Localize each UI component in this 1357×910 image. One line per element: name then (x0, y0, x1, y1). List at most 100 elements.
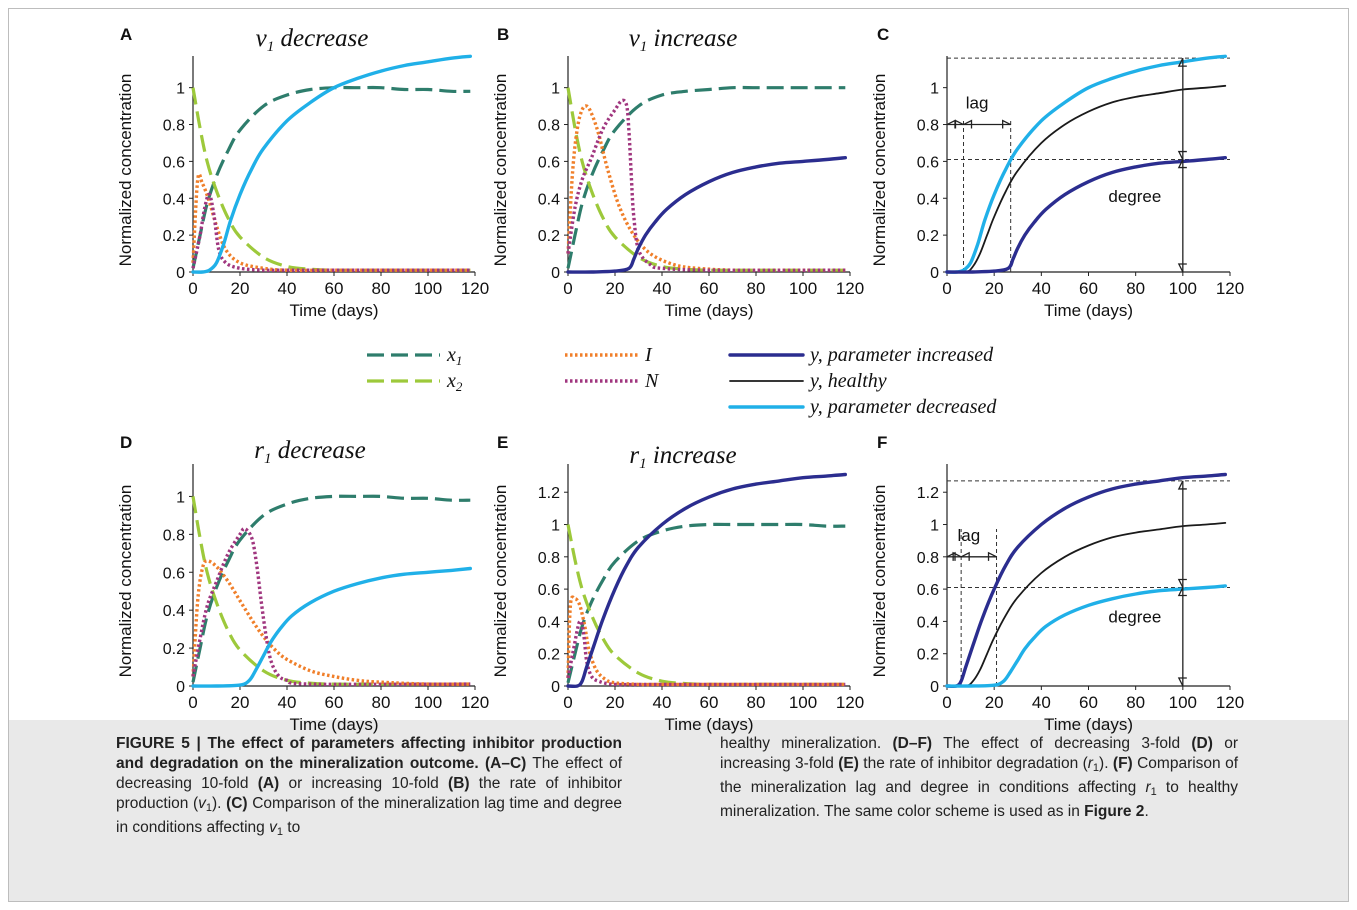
lag-label: lag (957, 526, 980, 545)
series-I (191, 172, 471, 273)
x-tick-label: 0 (188, 693, 197, 712)
x-tick-label: 120 (461, 693, 489, 712)
y-tick-label: 0 (551, 265, 560, 282)
caption-run: or increasing 10-fold (279, 775, 449, 792)
caption-run: v (198, 795, 206, 812)
x-tick-label: 100 (1169, 693, 1197, 712)
y-tick-label: 0.2 (163, 641, 185, 658)
x-tick-label: 0 (942, 279, 951, 298)
legend-label: x1 (446, 344, 462, 368)
arrow-head (1177, 150, 1187, 160)
lag-label: lag (966, 94, 989, 113)
y-axis-label: Normalized concentration (870, 485, 889, 678)
series-y_decreased (191, 566, 472, 688)
panel-title: v1 decrease (256, 25, 369, 55)
legend-x1: x1 (367, 344, 462, 368)
caption-run: (E) (838, 755, 859, 772)
y-axis-label: Normalized concentration (116, 485, 135, 678)
series-y_healthy (946, 522, 1227, 688)
x-axis-label: Time (days) (1044, 301, 1133, 320)
caption-run: the rate of inhibitor degradation ( (858, 755, 1088, 772)
x-tick-label: 120 (836, 279, 864, 298)
x-axis-label: Time (days) (289, 301, 378, 320)
y-tick-label: 0.8 (163, 118, 185, 135)
x-tick-label: 60 (1079, 279, 1098, 298)
series-y_increased (566, 472, 847, 689)
arrow-head (960, 551, 970, 561)
y-tick-label: 1 (176, 81, 185, 98)
series-x1 (566, 522, 846, 684)
x-tick-label: 80 (372, 693, 391, 712)
series-N (566, 619, 846, 687)
y-tick-label: 0 (930, 265, 939, 282)
caption-run: (B) (448, 775, 470, 792)
caption-run: to healthy mineralization. The same colo… (720, 779, 1238, 820)
y-tick-label: 0.2 (163, 228, 185, 245)
x-tick-label: 20 (231, 279, 250, 298)
series-x1 (191, 494, 471, 683)
legend-N: N (565, 370, 660, 392)
caption-run: . (1144, 803, 1149, 820)
series-y_increased (945, 472, 1227, 689)
y-tick-label: 0.6 (163, 154, 185, 171)
series-y_healthy (946, 84, 1227, 274)
caption-band (9, 720, 1348, 901)
caption-run: healthy mineralization. (720, 735, 893, 752)
x-tick-label: 40 (1032, 279, 1051, 298)
y-tick-label: 0.4 (917, 614, 939, 631)
legend-label: y, healthy (808, 370, 887, 392)
arrow-head (1177, 159, 1187, 169)
x-tick-label: 100 (414, 693, 442, 712)
series-y_decreased (191, 54, 472, 274)
y-tick-label: 1 (930, 81, 939, 98)
series-N (566, 98, 846, 273)
caption-run: to (282, 819, 301, 836)
x-tick-label: 20 (606, 693, 625, 712)
y-axis-label: Normalized concentration (870, 74, 889, 267)
x-tick-label: 0 (942, 693, 951, 712)
legend-y-healthy: y, healthy (729, 370, 887, 392)
y-tick-label: 1 (551, 81, 560, 98)
x-tick-label: 120 (1216, 693, 1244, 712)
y-tick-label: 0.2 (917, 228, 939, 245)
x-tick-label: 60 (700, 693, 719, 712)
arrow-head (1177, 677, 1187, 687)
caption-run: or increasing 3-fold (720, 735, 1238, 772)
x-tick-label: 0 (188, 279, 197, 298)
x-axis-label: Time (days) (289, 715, 378, 734)
y-tick-label: 0.4 (163, 191, 185, 208)
legend-label: y, parameter decreased (808, 396, 997, 418)
x-tick-label: 120 (461, 279, 489, 298)
series-y_increased (945, 156, 1227, 274)
degree-label: degree (1108, 187, 1161, 206)
legend-x2: x2 (367, 370, 463, 394)
caption-run: 1 (1150, 786, 1157, 798)
x-axis-label: Time (days) (1044, 715, 1133, 734)
arrow-head (1177, 578, 1187, 588)
x-tick-label: 120 (1216, 279, 1244, 298)
arrow-head (1177, 480, 1187, 490)
y-tick-label: 0.2 (538, 228, 560, 245)
y-tick-label: 0.2 (917, 647, 939, 664)
y-tick-label: 0 (176, 679, 185, 696)
series-x2 (566, 87, 846, 272)
x-tick-label: 40 (278, 279, 297, 298)
panel-C: C 0 20 40 60 80 100 120 0 0.2 0.4 0.6 0.8 1 Time (days… (870, 25, 1244, 320)
series-I (566, 104, 846, 273)
x-tick-label: 40 (1032, 693, 1051, 712)
figure-frame (8, 8, 1349, 902)
x-tick-label: 20 (606, 279, 625, 298)
series-x1 (191, 85, 471, 269)
series-y_decreased (945, 54, 1227, 274)
y-tick-label: 0.8 (538, 118, 560, 135)
y-tick-label: 1 (176, 489, 185, 506)
y-axis-label: Normalized concentration (491, 74, 510, 267)
caption-run: ). (1099, 755, 1113, 772)
series-x1 (566, 85, 846, 269)
y-tick-label: 0.8 (917, 118, 939, 135)
panel-letter: B (497, 25, 509, 44)
panel-title: r1 increase (629, 442, 736, 472)
